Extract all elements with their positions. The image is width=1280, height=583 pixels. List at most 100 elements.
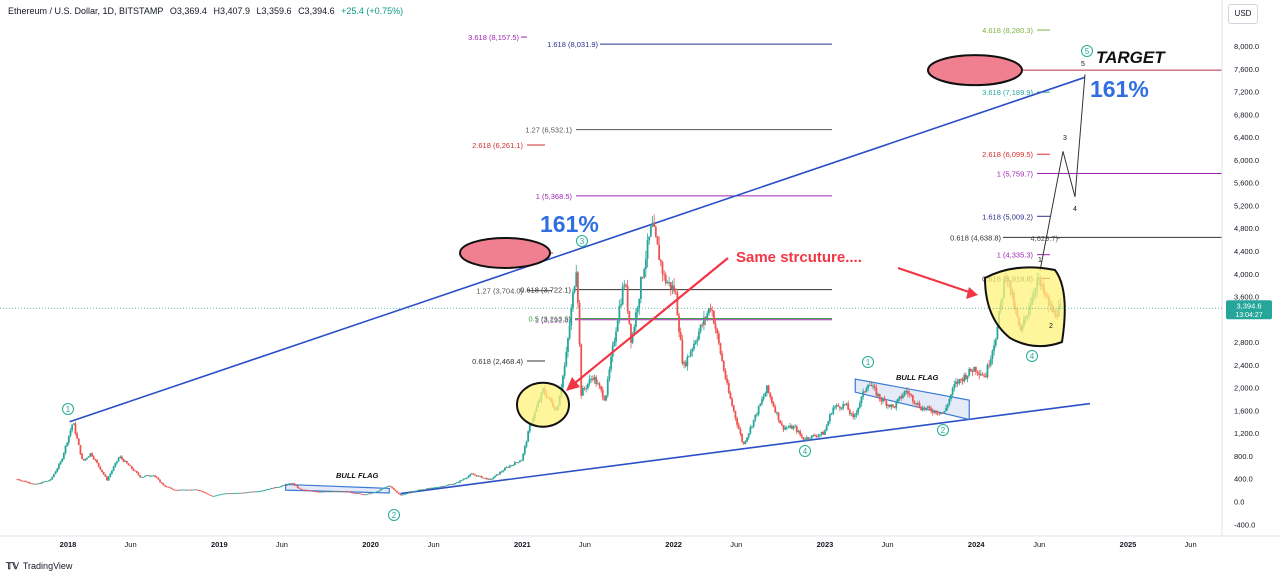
candle	[744, 441, 747, 444]
candle	[349, 492, 352, 493]
candle	[898, 396, 901, 399]
last-price-badge[interactable]	[1226, 300, 1272, 320]
candle	[940, 412, 942, 414]
candle	[678, 315, 680, 333]
tradingview-logo[interactable]: 𝕋𝕍 TradingView	[6, 561, 72, 572]
candle	[24, 480, 27, 482]
candle	[21, 480, 24, 482]
candle	[286, 484, 289, 486]
candle	[810, 435, 813, 439]
y-tick-label: 7,200.0	[1234, 88, 1259, 97]
candle	[784, 427, 787, 430]
candle	[704, 317, 707, 319]
candle	[144, 475, 147, 477]
currency-button[interactable]: USD	[1228, 4, 1258, 24]
candle	[790, 425, 793, 429]
x-tick-label: 2018	[60, 540, 77, 549]
candle	[882, 398, 884, 402]
y-tick-label: 6,000.0	[1234, 156, 1259, 165]
candle	[198, 490, 201, 491]
candle	[314, 491, 317, 493]
candle	[996, 326, 999, 340]
candle	[878, 393, 881, 400]
x-tick-label: 2021	[514, 540, 531, 549]
candle	[974, 367, 977, 372]
candle	[102, 471, 105, 475]
candle	[984, 375, 987, 378]
candle	[606, 379, 609, 396]
candle	[921, 407, 924, 411]
candle	[515, 462, 518, 463]
candle	[373, 492, 375, 494]
candle	[948, 399, 951, 405]
candle	[495, 474, 498, 476]
candle	[222, 493, 224, 495]
candle	[865, 388, 868, 392]
candle	[82, 459, 85, 461]
bull-flag-channel[interactable]	[285, 483, 390, 494]
candle	[605, 395, 607, 401]
candle	[731, 398, 734, 406]
candle	[613, 341, 616, 346]
symbol-name[interactable]: Ethereum / U.S. Dollar, 1D, BITSTAMP	[8, 6, 164, 16]
candle	[509, 465, 511, 468]
candle	[812, 435, 815, 436]
candle	[180, 489, 183, 491]
candle	[469, 474, 472, 477]
candle	[130, 466, 133, 469]
candle	[245, 492, 248, 494]
upper-trendline[interactable]	[69, 76, 1086, 423]
candle	[809, 438, 811, 440]
candle	[727, 382, 730, 393]
candle	[174, 489, 176, 491]
candle	[635, 312, 637, 327]
candle	[192, 489, 195, 491]
candle	[969, 368, 972, 372]
candle	[888, 404, 891, 408]
candle	[991, 350, 994, 360]
candle	[494, 475, 496, 478]
candle	[101, 469, 103, 472]
candle	[261, 490, 264, 492]
candle	[668, 282, 670, 283]
candle	[449, 484, 452, 486]
candle	[983, 375, 986, 377]
candle	[387, 485, 390, 487]
candle	[928, 406, 931, 409]
candle	[439, 486, 442, 488]
candle	[936, 413, 939, 415]
candle	[434, 487, 437, 489]
candle	[644, 259, 647, 269]
candle	[240, 492, 243, 494]
candle	[517, 462, 520, 464]
wave-label: 1	[866, 358, 871, 367]
candle	[432, 487, 435, 489]
x-tick-label: 2020	[362, 540, 379, 549]
candle	[598, 383, 601, 387]
candle	[777, 412, 780, 421]
candle	[389, 485, 392, 487]
candle	[641, 277, 644, 279]
candle	[709, 308, 712, 311]
candle	[830, 413, 833, 415]
annotation-same-structure: Same strcuture....	[736, 249, 862, 266]
candle	[918, 403, 921, 408]
candle	[18, 479, 20, 481]
candle	[794, 426, 797, 428]
candle	[157, 477, 160, 480]
candle	[165, 486, 168, 488]
candle	[616, 320, 619, 332]
projected-wave-path[interactable]	[1039, 74, 1086, 271]
candle	[280, 486, 282, 487]
candle	[966, 375, 969, 379]
candle	[62, 452, 65, 459]
candle	[885, 401, 888, 406]
candle	[673, 285, 675, 292]
candle	[671, 285, 674, 290]
candle	[926, 406, 929, 408]
candle	[308, 490, 311, 492]
candle	[293, 483, 296, 486]
lower-trendline[interactable]	[400, 402, 1091, 495]
